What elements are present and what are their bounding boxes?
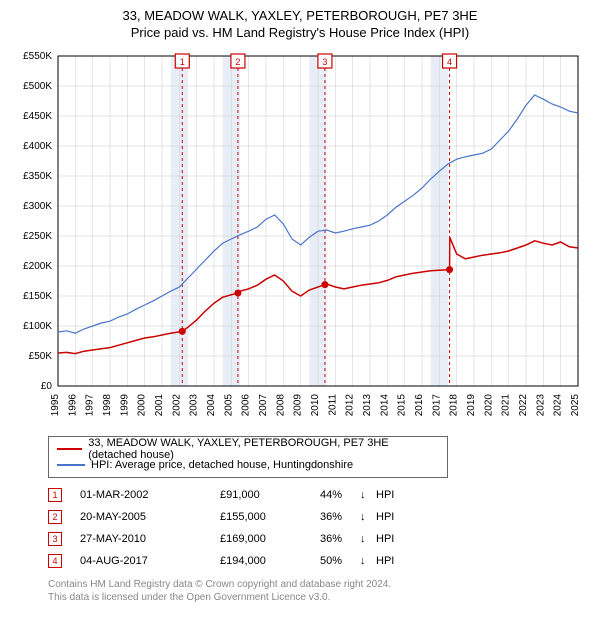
svg-text:2: 2 [235,57,240,67]
sale-price: £155,000 [220,511,320,523]
sale-hpi-label: HPI [376,489,406,501]
legend-swatch [57,448,82,450]
sale-marker: 1 [48,488,62,502]
legend: 33, MEADOW WALK, YAXLEY, PETERBOROUGH, P… [48,436,448,478]
down-arrow-icon: ↓ [360,511,376,523]
sale-date: 20-MAY-2005 [80,511,220,523]
svg-text:1998: 1998 [102,394,113,417]
sale-hpi-label: HPI [376,555,406,567]
svg-text:2012: 2012 [345,394,356,417]
svg-text:2024: 2024 [553,394,564,417]
svg-text:2019: 2019 [466,394,477,417]
page-subtitle: Price paid vs. HM Land Registry's House … [12,25,588,40]
svg-text:£350K: £350K [23,171,52,182]
sale-hpi-label: HPI [376,533,406,545]
sale-price: £91,000 [220,489,320,501]
svg-text:2004: 2004 [206,394,217,417]
down-arrow-icon: ↓ [360,555,376,567]
svg-text:2020: 2020 [483,394,494,417]
svg-text:2001: 2001 [154,394,165,417]
sale-price: £169,000 [220,533,320,545]
svg-text:£300K: £300K [23,201,52,212]
svg-text:2016: 2016 [414,394,425,417]
svg-text:£150K: £150K [23,291,52,302]
sale-row: 3 27-MAY-2010£169,00036%↓HPI [48,528,588,550]
sale-marker: 2 [48,510,62,524]
down-arrow-icon: ↓ [360,489,376,501]
svg-text:2009: 2009 [293,394,304,417]
attribution-line: Contains HM Land Registry data © Crown c… [48,578,568,591]
svg-text:1997: 1997 [85,394,96,417]
svg-text:1999: 1999 [119,394,130,417]
svg-text:2011: 2011 [327,394,338,416]
svg-text:£450K: £450K [23,111,52,122]
legend-label: HPI: Average price, detached house, Hunt… [91,459,353,471]
sale-price: £194,000 [220,555,320,567]
svg-text:£500K: £500K [23,81,52,92]
svg-text:£550K: £550K [23,51,52,62]
svg-text:2002: 2002 [171,394,182,417]
sale-date: 04-AUG-2017 [80,555,220,567]
svg-text:£400K: £400K [23,141,52,152]
legend-row: 33, MEADOW WALK, YAXLEY, PETERBOROUGH, P… [57,441,439,457]
svg-text:2021: 2021 [501,394,512,417]
sale-date: 01-MAR-2002 [80,489,220,501]
legend-swatch [57,464,85,466]
svg-text:2000: 2000 [137,394,148,417]
svg-text:2023: 2023 [535,394,546,417]
chart-svg: £0 £50K £100K £150K £200K £250K £300K £350K £400… [12,48,588,428]
sale-pct: 50% [320,555,360,567]
svg-text:2018: 2018 [449,394,460,417]
down-arrow-icon: ↓ [360,533,376,545]
attribution-line: This data is licensed under the Open Gov… [48,591,568,604]
page-title: 33, MEADOW WALK, YAXLEY, PETERBOROUGH, P… [12,8,588,23]
sale-date: 27-MAY-2010 [80,533,220,545]
svg-text:4: 4 [447,57,452,67]
sale-table: 101-MAR-2002£91,00044%↓HPI220-MAY-2005£1… [48,484,588,572]
svg-text:£0: £0 [41,381,53,392]
svg-text:2025: 2025 [570,394,581,417]
svg-text:2014: 2014 [379,394,390,417]
sale-pct: 36% [320,511,360,523]
sale-pct: 36% [320,533,360,545]
svg-text:£200K: £200K [23,261,52,272]
sale-row: 4 04-AUG-2017£194,00050%↓HPI [48,550,588,572]
svg-text:2005: 2005 [223,394,234,417]
attribution: Contains HM Land Registry data © Crown c… [48,578,568,604]
svg-text:2006: 2006 [241,394,252,417]
svg-text:2017: 2017 [431,394,442,417]
chart: £0 £50K £100K £150K £200K £250K £300K £350K £400… [12,48,588,428]
svg-text:2013: 2013 [362,394,373,417]
svg-text:2015: 2015 [397,394,408,417]
sale-hpi-label: HPI [376,511,406,523]
svg-text:1995: 1995 [50,394,61,417]
svg-text:£250K: £250K [23,231,52,242]
sale-marker: 4 [48,554,62,568]
svg-text:2022: 2022 [518,394,529,417]
sale-row: 1 01-MAR-2002£91,00044%↓HPI [48,484,588,506]
svg-text:£100K: £100K [23,321,52,332]
svg-text:2010: 2010 [310,394,321,417]
svg-text:2008: 2008 [275,394,286,417]
legend-label: 33, MEADOW WALK, YAXLEY, PETERBOROUGH, P… [88,437,439,461]
svg-text:2003: 2003 [189,394,200,417]
sale-row: 2 20-MAY-2005£155,00036%↓HPI [48,506,588,528]
sale-marker: 3 [48,532,62,546]
svg-text:2007: 2007 [258,394,269,417]
svg-text:1: 1 [180,57,185,67]
sale-pct: 44% [320,489,360,501]
svg-text:1996: 1996 [67,394,78,417]
svg-text:3: 3 [322,57,327,67]
svg-text:£50K: £50K [29,351,53,362]
